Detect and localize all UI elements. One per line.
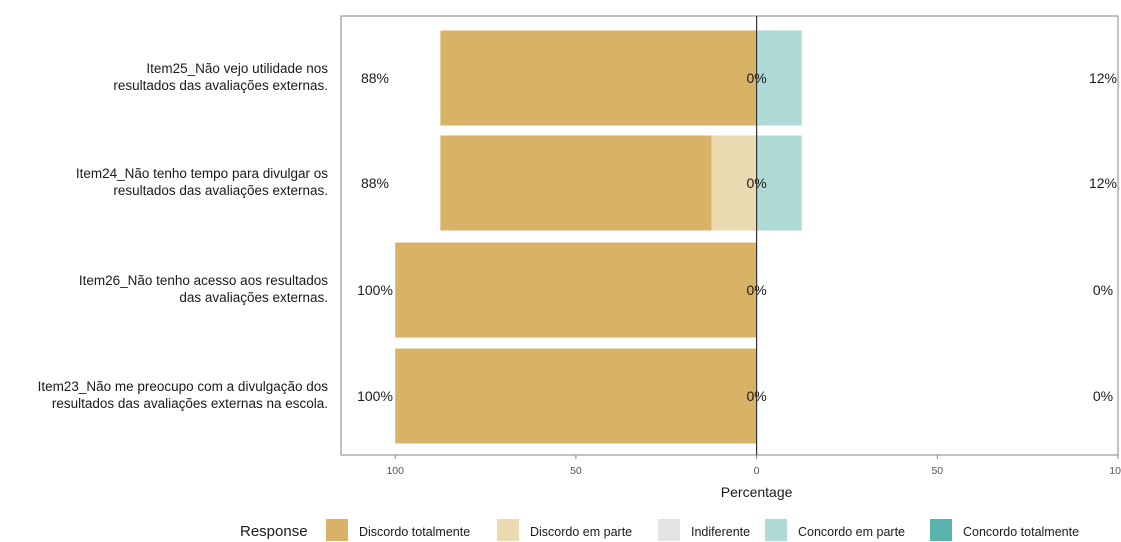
right-percent-label: 12% [1089,175,1117,191]
bar-segment [440,135,712,231]
legend-label: Discordo em parte [530,525,632,539]
legend: Response Discordo totalmente Discordo em p… [240,519,1079,541]
legend-key [326,519,348,541]
legend-key [658,519,680,541]
left-percent-label: 88% [361,70,389,86]
bar-segment [395,348,757,444]
item-label: Item25_Não vejo utilidade nos resultados … [113,61,328,93]
legend-key [497,519,519,541]
legend-label: Discordo totalmente [359,525,470,539]
legend-key [930,519,952,541]
right-percent-label: 0% [1093,282,1113,298]
left-percent-label: 100% [357,282,393,298]
bar-segment [711,135,757,231]
x-tick-label: 0 [754,465,760,477]
legend-label: Concordo em parte [798,525,905,539]
x-axis: 100 50 0 50 100 Percentage [340,15,1121,500]
right-percent-label: 12% [1089,70,1117,86]
bar-segment [440,30,757,126]
left-percent-label: 100% [357,388,393,404]
bar-segment [756,30,802,126]
item-label: Item23_Não me preocupo com a divulgação … [38,379,329,411]
bar-segment [756,135,802,231]
x-tick-label: 100 [1109,465,1121,477]
bars-layer [395,30,802,444]
x-axis-title: Percentage [721,484,793,500]
legend-title: Response [240,523,308,540]
x-tick-label: 50 [570,465,582,477]
x-tick-label: 100 [386,465,404,477]
right-percent-label: 0% [1093,388,1113,404]
x-tick-label: 50 [931,465,943,477]
legend-label: Concordo totalmente [963,525,1079,539]
legend-key [765,519,787,541]
item-label: Item24_Não tenho tempo para divulgar os r… [76,166,328,198]
item-label: Item26_Não tenho acesso aos resultados da… [79,273,328,305]
left-percent-label: 88% [361,175,389,191]
bar-segment [395,242,757,338]
legend-label: Indiferente [691,525,750,539]
labels-layer: Item25_Não vejo utilidade nos resultados … [38,61,1117,411]
plot-panel-border [340,15,1119,456]
